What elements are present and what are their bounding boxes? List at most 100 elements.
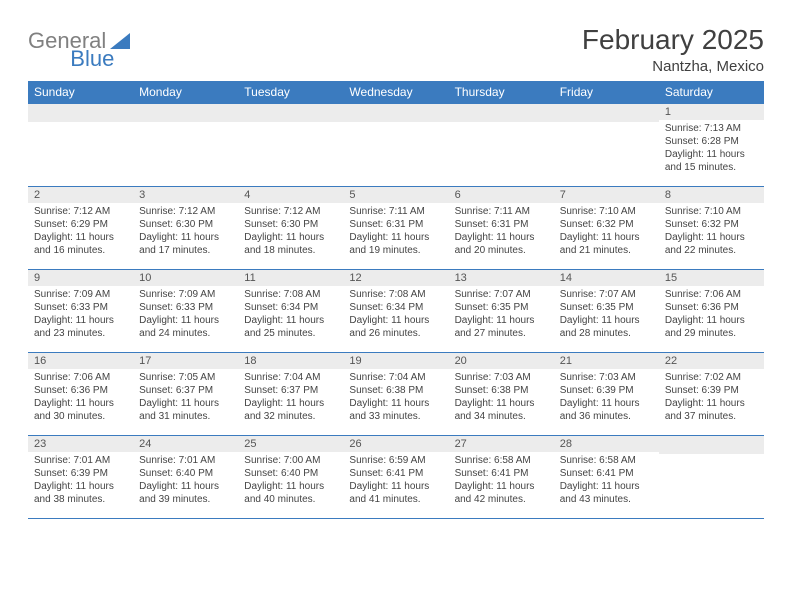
day-details: Sunrise: 7:05 AMSunset: 6:37 PMDaylight:… <box>133 369 238 427</box>
calendar-day-cell: 28Sunrise: 6:58 AMSunset: 6:41 PMDayligh… <box>554 436 659 519</box>
day-details: Sunrise: 6:58 AMSunset: 6:41 PMDaylight:… <box>449 452 554 510</box>
weekday-header: Thursday <box>449 81 554 104</box>
day-number: 21 <box>554 353 659 369</box>
day-details: Sunrise: 7:07 AMSunset: 6:35 PMDaylight:… <box>554 286 659 344</box>
day-details: Sunrise: 7:02 AMSunset: 6:39 PMDaylight:… <box>659 369 764 427</box>
weekday-header: Friday <box>554 81 659 104</box>
day-number: 11 <box>238 270 343 286</box>
day-details: Sunrise: 7:06 AMSunset: 6:36 PMDaylight:… <box>659 286 764 344</box>
calendar-week-row: 1Sunrise: 7:13 AMSunset: 6:28 PMDaylight… <box>28 104 764 187</box>
calendar-day-cell: 15Sunrise: 7:06 AMSunset: 6:36 PMDayligh… <box>659 270 764 353</box>
day-number: 3 <box>133 187 238 203</box>
location-label: Nantzha, Mexico <box>582 58 764 75</box>
day-details: Sunrise: 7:10 AMSunset: 6:32 PMDaylight:… <box>659 203 764 261</box>
day-number: 4 <box>238 187 343 203</box>
day-details: Sunrise: 7:00 AMSunset: 6:40 PMDaylight:… <box>238 452 343 510</box>
calendar-day-cell: 9Sunrise: 7:09 AMSunset: 6:33 PMDaylight… <box>28 270 133 353</box>
day-number <box>554 104 659 122</box>
calendar-day-cell: 11Sunrise: 7:08 AMSunset: 6:34 PMDayligh… <box>238 270 343 353</box>
day-details: Sunrise: 7:08 AMSunset: 6:34 PMDaylight:… <box>238 286 343 344</box>
day-number: 23 <box>28 436 133 452</box>
day-number <box>133 104 238 122</box>
calendar-day-cell: 8Sunrise: 7:10 AMSunset: 6:32 PMDaylight… <box>659 187 764 270</box>
calendar-day-cell: 3Sunrise: 7:12 AMSunset: 6:30 PMDaylight… <box>133 187 238 270</box>
page-title: February 2025 <box>582 24 764 56</box>
day-details: Sunrise: 7:11 AMSunset: 6:31 PMDaylight:… <box>343 203 448 261</box>
day-number: 12 <box>343 270 448 286</box>
day-number: 14 <box>554 270 659 286</box>
day-details: Sunrise: 7:11 AMSunset: 6:31 PMDaylight:… <box>449 203 554 261</box>
weekday-header: Monday <box>133 81 238 104</box>
weekday-header: Sunday <box>28 81 133 104</box>
day-number: 10 <box>133 270 238 286</box>
day-number: 6 <box>449 187 554 203</box>
calendar-empty-cell <box>659 436 764 519</box>
calendar-day-cell: 26Sunrise: 6:59 AMSunset: 6:41 PMDayligh… <box>343 436 448 519</box>
day-details: Sunrise: 6:58 AMSunset: 6:41 PMDaylight:… <box>554 452 659 510</box>
day-number: 20 <box>449 353 554 369</box>
calendar-week-row: 9Sunrise: 7:09 AMSunset: 6:33 PMDaylight… <box>28 270 764 353</box>
header: General Blue February 2025 Nantzha, Mexi… <box>28 24 764 75</box>
day-number <box>28 104 133 122</box>
day-details: Sunrise: 7:12 AMSunset: 6:30 PMDaylight:… <box>133 203 238 261</box>
title-block: February 2025 Nantzha, Mexico <box>582 24 764 75</box>
day-details: Sunrise: 7:04 AMSunset: 6:37 PMDaylight:… <box>238 369 343 427</box>
calendar-day-cell: 20Sunrise: 7:03 AMSunset: 6:38 PMDayligh… <box>449 353 554 436</box>
day-details: Sunrise: 7:01 AMSunset: 6:39 PMDaylight:… <box>28 452 133 510</box>
weekday-header: Wednesday <box>343 81 448 104</box>
day-details: Sunrise: 7:03 AMSunset: 6:38 PMDaylight:… <box>449 369 554 427</box>
day-details: Sunrise: 7:07 AMSunset: 6:35 PMDaylight:… <box>449 286 554 344</box>
weekday-header: Saturday <box>659 81 764 104</box>
day-details: Sunrise: 7:12 AMSunset: 6:30 PMDaylight:… <box>238 203 343 261</box>
weekday-header: Tuesday <box>238 81 343 104</box>
calendar-day-cell: 24Sunrise: 7:01 AMSunset: 6:40 PMDayligh… <box>133 436 238 519</box>
day-number: 19 <box>343 353 448 369</box>
day-details: Sunrise: 7:03 AMSunset: 6:39 PMDaylight:… <box>554 369 659 427</box>
day-details: Sunrise: 7:09 AMSunset: 6:33 PMDaylight:… <box>28 286 133 344</box>
calendar-day-cell: 21Sunrise: 7:03 AMSunset: 6:39 PMDayligh… <box>554 353 659 436</box>
day-number: 1 <box>659 104 764 120</box>
day-details: Sunrise: 7:12 AMSunset: 6:29 PMDaylight:… <box>28 203 133 261</box>
calendar-day-cell: 18Sunrise: 7:04 AMSunset: 6:37 PMDayligh… <box>238 353 343 436</box>
calendar-empty-cell <box>133 104 238 187</box>
calendar-day-cell: 6Sunrise: 7:11 AMSunset: 6:31 PMDaylight… <box>449 187 554 270</box>
day-number: 16 <box>28 353 133 369</box>
calendar-day-cell: 10Sunrise: 7:09 AMSunset: 6:33 PMDayligh… <box>133 270 238 353</box>
calendar-day-cell: 14Sunrise: 7:07 AMSunset: 6:35 PMDayligh… <box>554 270 659 353</box>
day-details: Sunrise: 7:10 AMSunset: 6:32 PMDaylight:… <box>554 203 659 261</box>
calendar-body: 1Sunrise: 7:13 AMSunset: 6:28 PMDaylight… <box>28 104 764 519</box>
day-number: 18 <box>238 353 343 369</box>
day-number <box>343 104 448 122</box>
day-number: 28 <box>554 436 659 452</box>
day-number: 15 <box>659 270 764 286</box>
day-number <box>238 104 343 122</box>
day-details: Sunrise: 7:06 AMSunset: 6:36 PMDaylight:… <box>28 369 133 427</box>
day-number <box>659 436 764 454</box>
day-number: 5 <box>343 187 448 203</box>
calendar-day-cell: 25Sunrise: 7:00 AMSunset: 6:40 PMDayligh… <box>238 436 343 519</box>
calendar-day-cell: 17Sunrise: 7:05 AMSunset: 6:37 PMDayligh… <box>133 353 238 436</box>
day-number: 2 <box>28 187 133 203</box>
calendar-empty-cell <box>449 104 554 187</box>
day-number: 24 <box>133 436 238 452</box>
calendar-day-cell: 19Sunrise: 7:04 AMSunset: 6:38 PMDayligh… <box>343 353 448 436</box>
calendar-day-cell: 12Sunrise: 7:08 AMSunset: 6:34 PMDayligh… <box>343 270 448 353</box>
logo-text-blue: Blue <box>70 46 114 72</box>
logo: General Blue <box>28 24 176 54</box>
day-details: Sunrise: 7:01 AMSunset: 6:40 PMDaylight:… <box>133 452 238 510</box>
day-details: Sunrise: 7:13 AMSunset: 6:28 PMDaylight:… <box>659 120 764 178</box>
calendar-day-cell: 7Sunrise: 7:10 AMSunset: 6:32 PMDaylight… <box>554 187 659 270</box>
calendar-table: SundayMondayTuesdayWednesdayThursdayFrid… <box>28 81 764 519</box>
calendar-week-row: 16Sunrise: 7:06 AMSunset: 6:36 PMDayligh… <box>28 353 764 436</box>
calendar-day-cell: 27Sunrise: 6:58 AMSunset: 6:41 PMDayligh… <box>449 436 554 519</box>
calendar-day-cell: 4Sunrise: 7:12 AMSunset: 6:30 PMDaylight… <box>238 187 343 270</box>
calendar-empty-cell <box>554 104 659 187</box>
day-number: 27 <box>449 436 554 452</box>
day-details: Sunrise: 7:04 AMSunset: 6:38 PMDaylight:… <box>343 369 448 427</box>
day-details: Sunrise: 7:09 AMSunset: 6:33 PMDaylight:… <box>133 286 238 344</box>
day-number: 7 <box>554 187 659 203</box>
calendar-week-row: 2Sunrise: 7:12 AMSunset: 6:29 PMDaylight… <box>28 187 764 270</box>
calendar-day-cell: 5Sunrise: 7:11 AMSunset: 6:31 PMDaylight… <box>343 187 448 270</box>
day-number: 26 <box>343 436 448 452</box>
day-number: 13 <box>449 270 554 286</box>
